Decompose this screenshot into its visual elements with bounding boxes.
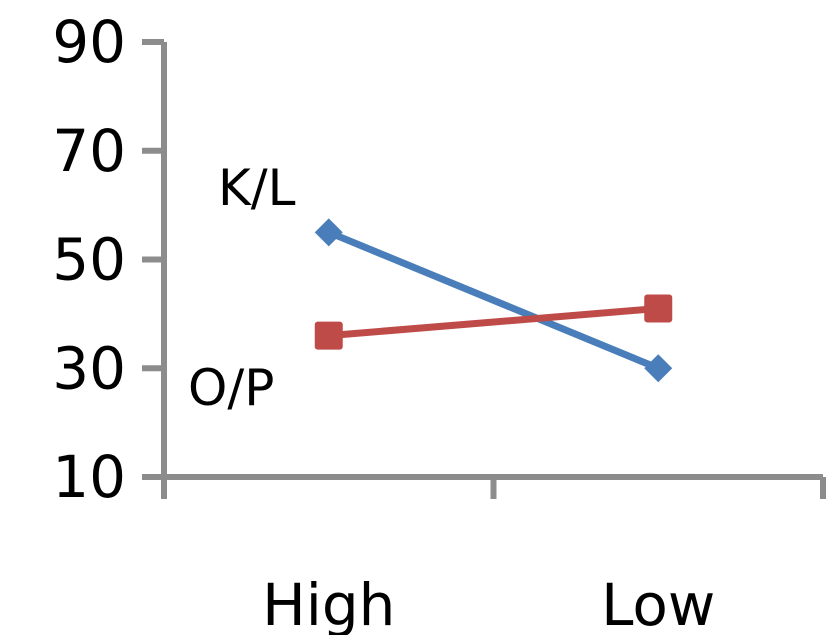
series-label: O/P (188, 359, 274, 417)
y-tick-label: 90 (52, 8, 126, 76)
y-tick-label: 70 (52, 117, 126, 185)
axes (142, 39, 826, 499)
series-layer (314, 218, 673, 383)
diamond-marker (644, 354, 673, 383)
x-tick-label: High (262, 571, 395, 635)
series-line (328, 304, 659, 340)
series-2 (314, 294, 673, 350)
square-marker (314, 321, 343, 350)
series-1 (314, 218, 673, 383)
x-tick-labels: High Low (262, 571, 715, 635)
x-tick-label: Low (601, 571, 715, 635)
y-tick-label: 30 (52, 334, 126, 402)
series-label: K/L (218, 159, 296, 217)
diamond-marker (314, 218, 343, 247)
series-line (327, 229, 660, 372)
series-labels: K/L O/P (188, 159, 296, 417)
y-tick-labels: 10 30 50 70 90 (52, 8, 126, 511)
y-tick-label: 50 (52, 226, 126, 294)
y-tick-label: 10 (52, 443, 126, 511)
square-marker (644, 294, 673, 323)
